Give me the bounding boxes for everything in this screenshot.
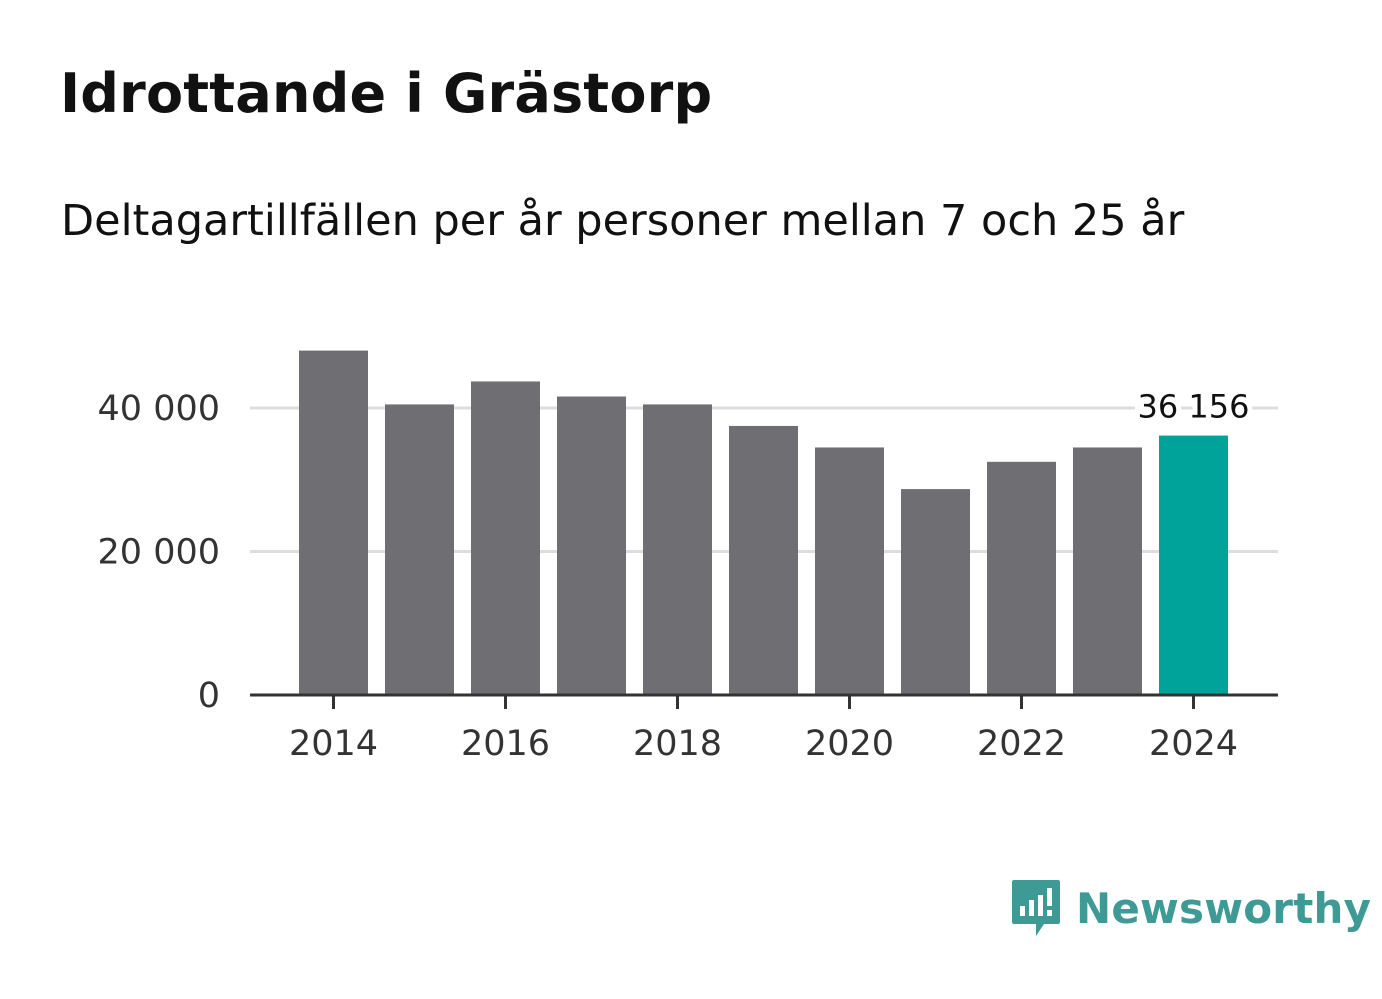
x-tick-label: 2014	[289, 724, 378, 764]
bar	[729, 425, 798, 695]
x-tick-label: 2022	[977, 724, 1066, 764]
x-tick-label: 2016	[461, 724, 550, 764]
bar	[385, 404, 454, 695]
bar	[299, 350, 368, 695]
x-tick-label: 2024	[1149, 724, 1238, 764]
y-tick-label: 20 000	[98, 533, 220, 573]
brand-logo: Newsworthy	[1010, 878, 1371, 938]
bar	[987, 461, 1056, 695]
y-tick-label: 40 000	[98, 389, 220, 429]
x-tick-label: 2020	[805, 724, 894, 764]
chart-title: Idrottande i Grästorp	[60, 62, 713, 125]
bar	[815, 447, 884, 695]
bar	[1073, 447, 1142, 695]
bar	[471, 381, 540, 695]
bar	[557, 396, 626, 695]
bar	[901, 489, 970, 695]
chart-subtitle: Deltagartillfällen per år personer mella…	[61, 196, 1185, 246]
bar-value-label: 36 156	[1138, 388, 1250, 426]
newsworthy-logo-icon	[1012, 880, 1060, 936]
bar-highlight	[1159, 435, 1228, 695]
y-tick-label: 0	[198, 676, 220, 716]
x-tick-label: 2018	[633, 724, 722, 764]
bar	[643, 404, 712, 695]
brand-name: Newsworthy	[1076, 883, 1372, 933]
